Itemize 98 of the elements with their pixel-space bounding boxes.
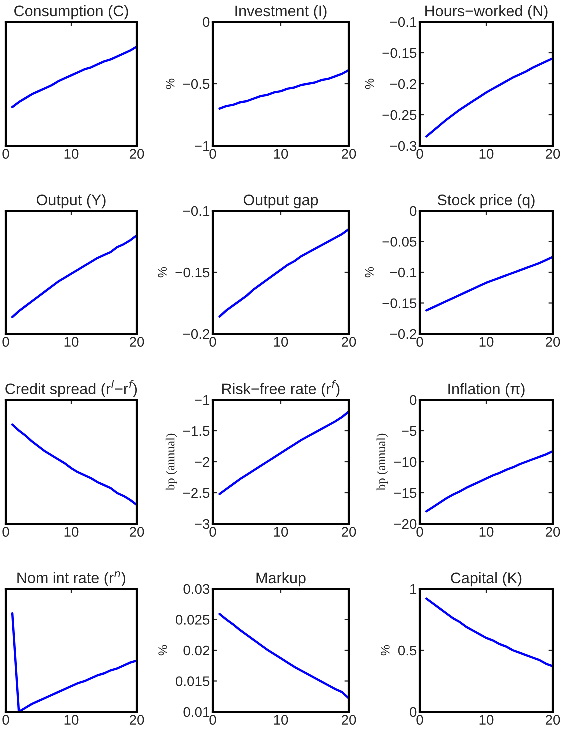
y-tick-label: −15 xyxy=(394,488,417,498)
chart-title: Nom int rate (r$^{n}$) xyxy=(18,572,126,587)
x-tick-label: 10 xyxy=(274,527,288,537)
x-tick-label: 0 xyxy=(2,149,10,159)
y-tick-label: −2.5 xyxy=(183,488,210,498)
x-tick-label: 20 xyxy=(342,527,356,537)
x-tick-label: 10 xyxy=(64,715,79,725)
x-tick-label: 10 xyxy=(64,527,79,537)
y-tick-label: 0.01 xyxy=(184,707,210,718)
line-series xyxy=(426,57,553,138)
x-tick-label: 20 xyxy=(130,527,144,537)
x-tick-label: 20 xyxy=(546,527,560,537)
x-tick-label: 20 xyxy=(130,715,144,725)
x-tick-label: 0 xyxy=(416,715,424,725)
y-axis-title: % xyxy=(158,267,168,278)
x-tick-label: 20 xyxy=(130,149,144,159)
y-tick-label: −1.5 xyxy=(183,426,210,436)
x-tick-label: 0 xyxy=(416,337,424,347)
y-tick-label: 0 xyxy=(410,206,417,216)
y-tick-label: −0.15 xyxy=(382,48,417,58)
x-tick-label: 10 xyxy=(64,337,79,347)
line-series xyxy=(218,228,349,318)
x-tick-label: 0 xyxy=(2,715,10,725)
y-tick-label: −0.15 xyxy=(176,268,210,278)
y-tick-label: 0 xyxy=(203,17,210,28)
y-axis-title: % xyxy=(365,78,374,90)
y-tick-label: −0.1 xyxy=(390,268,417,278)
x-tick-label: 0 xyxy=(2,527,10,537)
x-tick-label: 10 xyxy=(274,715,288,725)
y-tick-label: −0.15 xyxy=(382,298,417,308)
line-series xyxy=(218,410,349,496)
y-tick-label: −10 xyxy=(394,457,417,468)
x-tick-label: 0 xyxy=(210,337,216,347)
chart-title: Credit spread (r$^{l}$−r$^{f}$) xyxy=(6,380,138,398)
x-tick-label: 0 xyxy=(210,527,216,537)
chart-title: Output (Y) xyxy=(36,194,106,209)
x-tick-label: 10 xyxy=(480,715,494,725)
y-tick-label: −0.1 xyxy=(183,206,210,216)
y-tick-label: −0.2 xyxy=(390,329,417,340)
y-tick-label: −0.2 xyxy=(183,329,210,340)
y-tick-label: 0 xyxy=(410,395,417,406)
y-tick-label: −2 xyxy=(195,457,210,468)
x-tick-label: 10 xyxy=(64,149,79,159)
chart-title: Investment (I) xyxy=(236,5,327,20)
x-tick-label: 20 xyxy=(342,149,356,159)
line-series xyxy=(426,450,553,513)
chart-title: Inflation (π) xyxy=(448,383,525,398)
y-axis-title: bp (annual) xyxy=(166,434,178,491)
y-axis-title: % xyxy=(158,645,168,656)
y-tick-label: −5 xyxy=(402,426,417,436)
y-tick-label: 0.03 xyxy=(184,584,210,594)
y-tick-label: −0.05 xyxy=(382,237,417,247)
line-series xyxy=(426,598,553,668)
chart-title: Stock price (q) xyxy=(438,194,535,209)
x-tick-label: 10 xyxy=(274,337,288,347)
line-series xyxy=(218,613,349,700)
y-tick-label: −0.5 xyxy=(183,79,210,90)
x-tick-label: 10 xyxy=(480,337,494,347)
y-tick-label: −20 xyxy=(394,519,417,530)
y-axis-title: % xyxy=(365,267,374,278)
x-tick-label: 10 xyxy=(480,149,494,159)
line-series xyxy=(426,256,553,312)
y-tick-label: −1 xyxy=(195,395,210,406)
x-tick-label: 20 xyxy=(342,715,356,725)
x-tick-label: 0 xyxy=(2,337,10,347)
y-tick-label: 0 xyxy=(410,707,417,718)
x-tick-label: 20 xyxy=(546,715,560,725)
y-tick-label: −0.25 xyxy=(382,110,417,120)
chart-title: Hours−worked (N) xyxy=(426,5,548,20)
x-tick-label: 0 xyxy=(416,149,424,159)
line-series xyxy=(218,69,349,110)
y-axis-title: % xyxy=(166,78,175,90)
x-tick-label: 0 xyxy=(416,527,424,537)
y-tick-label: 1 xyxy=(410,584,417,594)
x-tick-label: 0 xyxy=(210,149,216,159)
y-tick-label: 0.5 xyxy=(398,646,417,656)
y-tick-label: −0.3 xyxy=(390,141,417,152)
chart-title: Markup xyxy=(256,572,306,587)
y-tick-label: 0.025 xyxy=(176,615,210,625)
x-tick-label: 10 xyxy=(480,527,494,537)
x-tick-label: 20 xyxy=(342,337,356,347)
chart-title: Risk−free rate (r$^{f}$) xyxy=(222,380,340,398)
x-tick-label: 20 xyxy=(546,337,560,347)
x-tick-label: 0 xyxy=(210,715,216,725)
x-tick-label: 20 xyxy=(546,149,560,159)
y-axis-title: bp (annual) xyxy=(376,434,388,491)
chart-title: Consumption (C) xyxy=(14,5,128,20)
y-tick-label: 0.015 xyxy=(176,676,210,686)
y-tick-label: −1 xyxy=(195,141,210,152)
chart-title: Output gap xyxy=(244,194,318,209)
x-tick-label: 20 xyxy=(130,337,144,347)
chart-title: Capital (K) xyxy=(451,572,522,587)
y-tick-label: −0.1 xyxy=(390,17,417,28)
y-axis-title: % xyxy=(381,645,390,656)
x-tick-label: 10 xyxy=(274,149,288,159)
y-tick-label: 0.02 xyxy=(184,646,210,656)
y-tick-label: −3 xyxy=(195,519,210,530)
y-tick-label: −0.2 xyxy=(390,79,417,90)
